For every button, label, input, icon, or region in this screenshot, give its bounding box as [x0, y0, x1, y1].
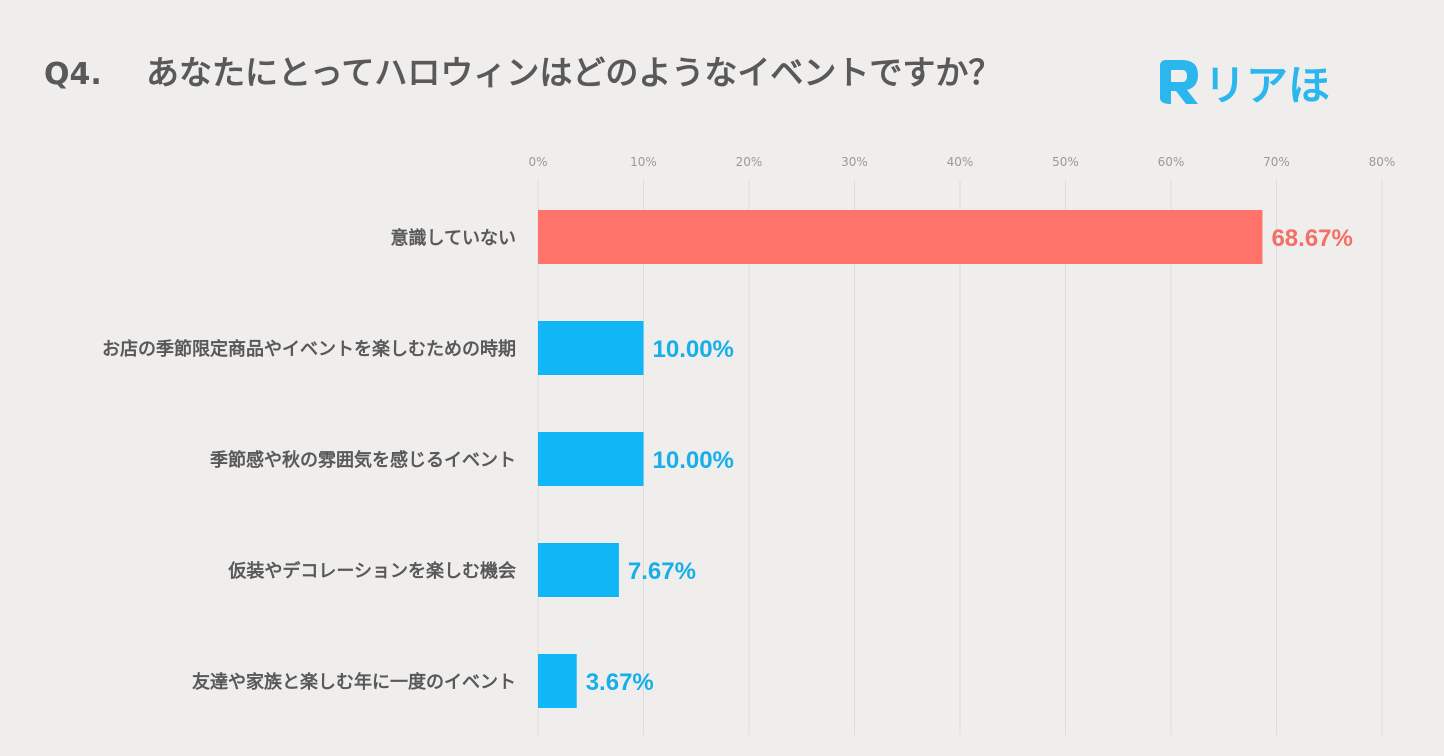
bar: [538, 543, 619, 597]
value-label: 10.00%: [653, 336, 734, 363]
category-labels: 意識していないお店の季節限定商品やイベントを楽しむための時期季節感や秋の雰囲気を…: [102, 227, 516, 693]
category-label: お店の季節限定商品やイベントを楽しむための時期: [102, 338, 516, 360]
value-label: 7.67%: [628, 558, 696, 585]
value-labels: 68.67% 10.00% 10.00% 7.67% 3.67%: [586, 225, 1353, 696]
tick-label: 80%: [1369, 155, 1396, 169]
value-label: 68.67%: [1271, 225, 1352, 252]
tick-label: 50%: [1052, 155, 1079, 169]
value-label: 10.00%: [653, 447, 734, 474]
x-axis-ticks: 0% 10% 20% 30% 40% 50% 60% 70% 80%: [528, 155, 1395, 169]
logo: リアほ: [1160, 60, 1330, 110]
bar: [538, 654, 577, 708]
tick-label: 10%: [630, 155, 657, 169]
tick-label: 30%: [841, 155, 868, 169]
tick-label: 70%: [1263, 155, 1290, 169]
tick-label: 20%: [736, 155, 763, 169]
bars: [538, 210, 1263, 708]
tick-label: 0%: [528, 155, 547, 169]
question-text: あなたにとってハロウィンはどのようなイベントですか？: [146, 53, 1001, 92]
bar: [538, 432, 644, 486]
bar: [538, 321, 644, 375]
tick-label: 60%: [1158, 155, 1185, 169]
category-label: 季節感や秋の雰囲気を感じるイベント: [210, 449, 516, 471]
category-label: 意識していない: [391, 227, 516, 249]
value-label: 3.67%: [586, 669, 654, 696]
tick-label: 40%: [947, 155, 974, 169]
question-number: Q4.: [44, 57, 102, 92]
r-logo-icon: [1160, 60, 1198, 104]
category-label: 友達や家族と楽しむ年に一度のイベント: [192, 671, 516, 693]
gridlines: [537, 180, 1383, 735]
logo-text: リアほ: [1204, 61, 1330, 110]
bar: [538, 210, 1263, 264]
category-label: 仮装やデコレーションを楽しむ機会: [227, 560, 516, 582]
chart-title: Q4. あなたにとってハロウィンはどのようなイベントですか？: [44, 53, 1001, 92]
